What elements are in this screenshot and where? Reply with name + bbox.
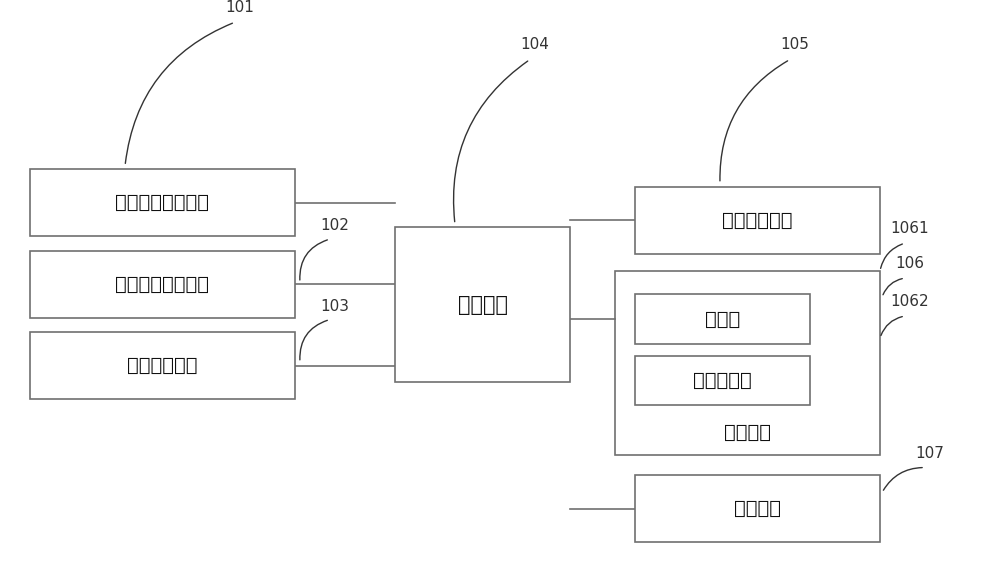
Bar <box>635 294 810 344</box>
Text: 1062: 1062 <box>891 294 929 309</box>
Text: 故障处理模块: 故障处理模块 <box>722 210 793 230</box>
Text: 106: 106 <box>896 256 924 271</box>
Text: 1061: 1061 <box>891 221 929 236</box>
Text: 第一温度监控芯片: 第一温度监控芯片 <box>116 193 210 212</box>
Text: 102: 102 <box>321 218 349 233</box>
Text: 103: 103 <box>320 298 350 314</box>
Text: 报警装置: 报警装置 <box>724 423 771 442</box>
Bar <box>30 169 295 236</box>
Bar <box>30 332 295 399</box>
Text: 报警指示灯: 报警指示灯 <box>693 371 752 390</box>
Text: 蜂鸣器: 蜂鸣器 <box>705 310 740 329</box>
Text: 微处理器: 微处理器 <box>458 294 508 315</box>
Bar <box>615 271 880 455</box>
Bar <box>635 475 880 542</box>
Text: 104: 104 <box>521 37 549 52</box>
Text: 107: 107 <box>916 445 944 461</box>
Text: 电压监控芯片: 电压监控芯片 <box>127 356 198 375</box>
Bar <box>635 356 810 405</box>
Text: 101: 101 <box>226 0 254 15</box>
Text: 显示装置: 显示装置 <box>734 499 781 518</box>
Bar <box>635 187 880 254</box>
Bar <box>30 251 295 318</box>
Bar <box>395 227 570 382</box>
Text: 第二温度监控芯片: 第二温度监控芯片 <box>116 275 210 294</box>
Text: 105: 105 <box>781 37 809 52</box>
